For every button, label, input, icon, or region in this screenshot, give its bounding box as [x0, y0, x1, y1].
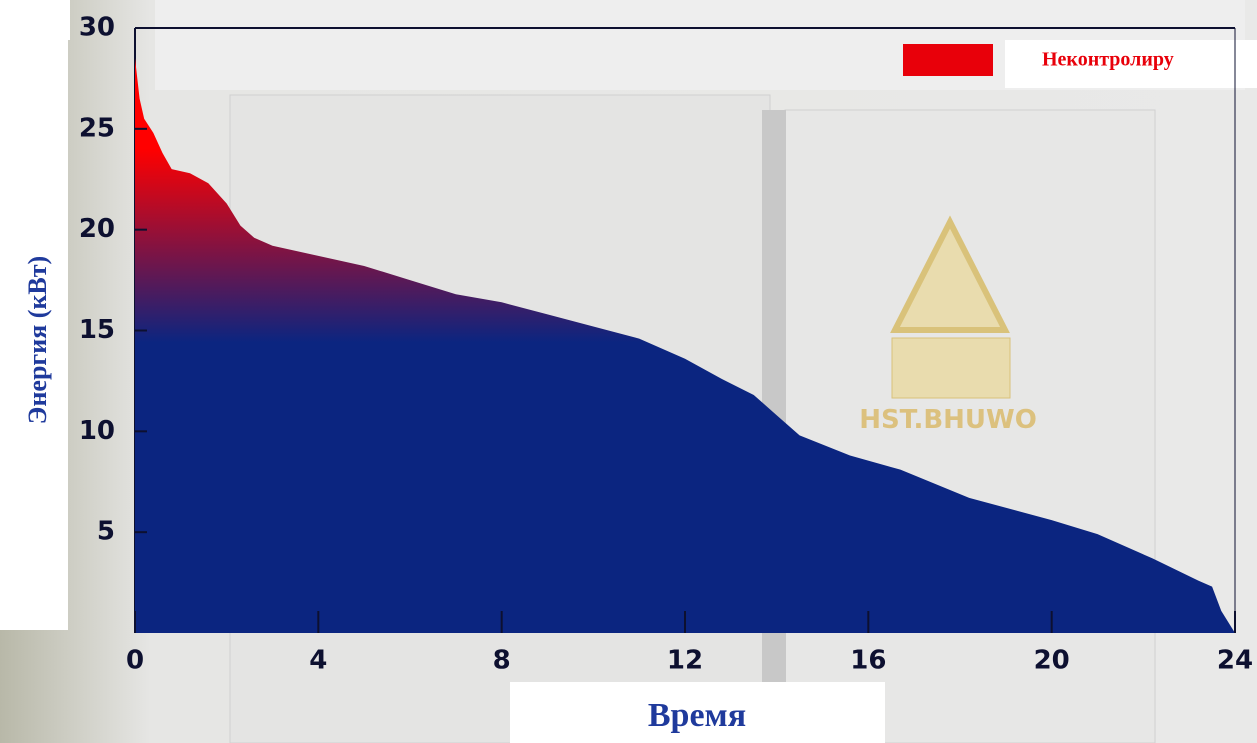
- x-tick-label: 16: [850, 646, 886, 676]
- x-tick-label: 0: [126, 646, 144, 676]
- x-tick-label: 20: [1034, 646, 1070, 676]
- x-tick-label: 8: [493, 646, 511, 676]
- y-tick-label: 10: [79, 416, 115, 446]
- x-tick-label: 12: [667, 646, 703, 676]
- y-tick-label: 30: [79, 13, 115, 43]
- x-tick-label: 4: [309, 646, 327, 676]
- legend-label: Неконтролиру: [1042, 49, 1174, 71]
- area: [135, 58, 1235, 633]
- y-axis-label: Энергия (кВт): [23, 256, 52, 424]
- y-tick-label: 25: [79, 113, 115, 143]
- y-tick-label: 5: [97, 517, 115, 547]
- y-tick-label: 20: [79, 214, 115, 244]
- sign-text: HST.BHUWO: [859, 405, 1037, 435]
- legend-swatch: [903, 44, 993, 76]
- x-axis-label: Время: [648, 697, 746, 734]
- y-tick-label: 15: [79, 315, 115, 345]
- x-tick-label: 24: [1217, 646, 1253, 676]
